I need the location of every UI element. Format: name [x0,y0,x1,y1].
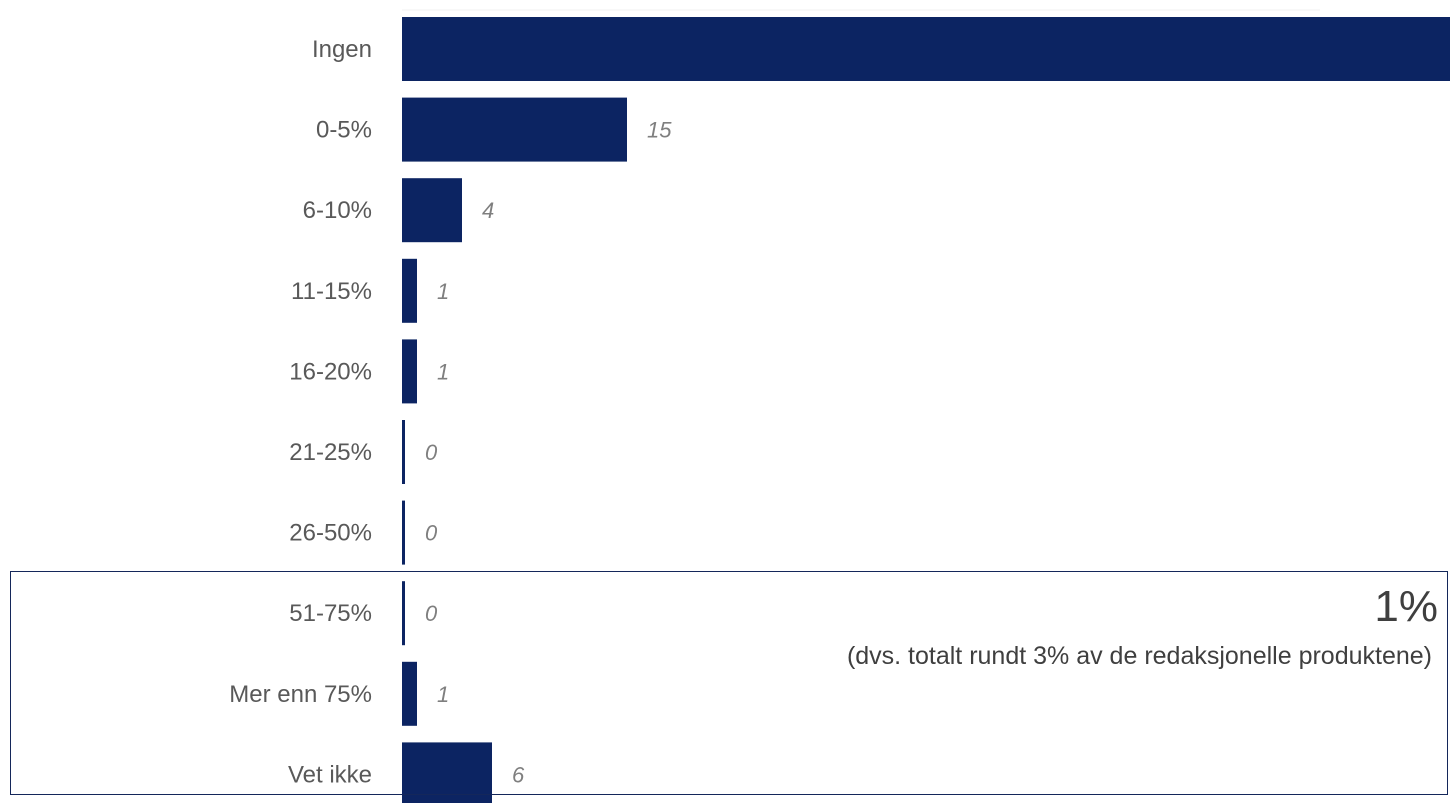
value-label: 15 [647,118,672,143]
value-label: 1 [437,359,449,384]
bar [402,661,417,726]
bar [402,581,405,646]
category-label: Ingen [312,36,372,63]
value-label: 0 [425,601,438,626]
category-label: 21-25% [289,439,372,466]
value-label: 6 [512,762,525,787]
highlight-box [10,571,1448,795]
callout-note: (dvs. totalt rundt 3% av de redaksjonell… [846,642,1432,670]
bar [402,742,492,803]
bar [402,258,417,323]
category-label: Vet ikke [288,761,372,788]
bar [402,17,1450,81]
value-label: 1 [437,682,449,707]
category-label: 51-75% [289,600,372,627]
bar [402,97,627,162]
value-label: 4 [482,198,494,223]
callout-value: 1% [1374,582,1438,631]
category-label: 6-10% [303,197,372,224]
category-label: 26-50% [289,520,372,547]
value-label: 0 [425,521,438,546]
bar [402,339,417,404]
category-label: Mer enn 75% [229,681,372,708]
category-label: 0-5% [316,117,372,144]
bar [402,178,462,243]
category-label: 16-20% [289,358,372,385]
bar [402,420,405,484]
value-label: 1 [437,279,449,304]
value-label: 0 [425,440,438,465]
bar [402,500,405,565]
category-label: 11-15% [291,278,372,305]
